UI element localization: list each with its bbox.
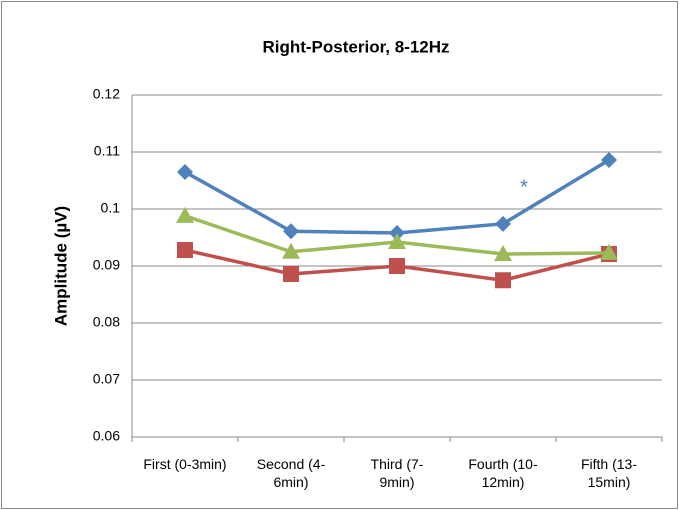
marker: [601, 151, 617, 168]
x-tick-label: Third (7-9min): [370, 456, 424, 490]
y-tick-label: 0.11: [94, 143, 120, 159]
marker: [389, 258, 405, 274]
marker: [176, 206, 194, 223]
y-axis-label: Amplitude (µV): [51, 206, 70, 326]
y-tick-label: 0.09: [93, 257, 120, 273]
marker: [177, 163, 193, 180]
chart-title: Right-Posterior, 8-12Hz: [262, 37, 449, 56]
marker: [283, 265, 299, 282]
x-tick-label: First (0-3min): [143, 456, 227, 472]
marker: [494, 245, 512, 262]
marker: [388, 233, 406, 250]
x-tick-label: Fourth (10-12min): [468, 456, 538, 490]
y-tick-label: 0.07: [93, 371, 120, 387]
marker: [282, 242, 300, 259]
marker: [283, 223, 299, 240]
y-tick-label: 0.12: [93, 86, 120, 102]
y-tick-label: 0.08: [93, 314, 120, 330]
marker: [600, 243, 618, 260]
marker: [177, 242, 193, 259]
marker: [495, 272, 511, 289]
y-tick-label: 0.06: [93, 428, 120, 444]
x-tick-label: Second (4-6min): [256, 456, 326, 490]
marker: [389, 224, 405, 241]
marker: [495, 215, 511, 232]
annotation: *: [520, 176, 528, 198]
x-tick-label: Fifth (13-15min): [580, 456, 637, 490]
y-tick-label: 0.1: [101, 200, 121, 216]
